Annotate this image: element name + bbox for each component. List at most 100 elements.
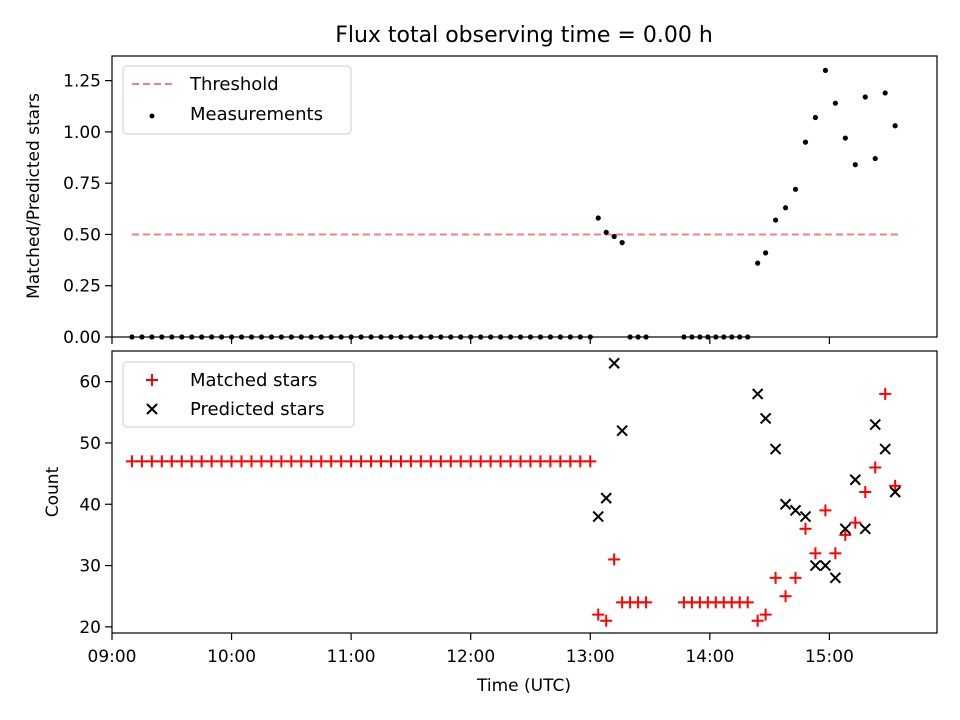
x-tick-label: 15:00	[805, 647, 854, 667]
measurement-point	[852, 162, 858, 168]
measurement-point	[872, 155, 878, 162]
top-y-tick-label: 0.50	[63, 225, 101, 245]
bottom-x-ticks: 09:00 10:00 11:00 12:00 13:00 14:00 15:00	[88, 633, 854, 667]
x-tick-label: 12:00	[446, 647, 495, 667]
x-axis-label: Time (UTC)	[476, 676, 571, 696]
bottom-marks	[125, 357, 902, 627]
matched-star-point	[751, 614, 764, 627]
matched-star-point	[799, 522, 812, 535]
bottom-y-tick-label: 20	[79, 618, 101, 638]
top-y-ticks: 0.00 0.25 0.50 0.75 1.00 1.25	[63, 72, 112, 348]
measurement-point	[763, 250, 769, 256]
top-frame	[111, 55, 938, 338]
measurement-point	[595, 215, 601, 221]
x-tick-label: 09:00	[88, 647, 137, 667]
bottom-y-ticks: 20 30 40 50 60	[79, 373, 112, 638]
predicted-star-point	[859, 523, 871, 535]
x-tick-label: 11:00	[327, 647, 376, 667]
bottom-y-tick-label: 30	[79, 557, 101, 577]
matched-star-point	[819, 504, 832, 517]
bottom-panel: 20 30 40 50 60 09:00 10:00 11:00 12:00 13:00 14:0…	[43, 350, 938, 696]
matched-star-point	[809, 547, 822, 560]
x-tick-label: 13:00	[566, 647, 615, 667]
top-y-tick-label: 1.25	[63, 72, 101, 92]
predicted-star-point	[759, 412, 772, 425]
x-tick-label: 10:00	[207, 647, 256, 667]
predicted-star-point	[789, 504, 802, 517]
predicted-star-point	[819, 559, 832, 572]
predicted-star-point	[849, 474, 862, 486]
legend-matched-marker	[146, 374, 158, 386]
matched-star-point	[829, 547, 842, 560]
measurement-point	[772, 217, 779, 223]
x-tick-label: 14:00	[685, 647, 734, 667]
legend-predicted-marker	[146, 403, 158, 415]
matched-star-point	[741, 596, 754, 609]
chart-title: Flux total observing time = 0.00 h	[335, 23, 713, 48]
bottom-legend: Matched stars Predicted stars	[122, 361, 355, 428]
matched-star-point	[759, 608, 772, 621]
bottom-legend-box	[122, 361, 355, 428]
bottom-frame	[111, 350, 938, 634]
predicted-star-point	[608, 357, 620, 369]
measurement-point	[832, 100, 838, 106]
predicted-star-point	[600, 492, 612, 504]
measurement-point	[862, 94, 868, 100]
matched-star-point	[859, 486, 872, 498]
top-y-tick-label: 0.00	[63, 328, 101, 348]
measurement-point	[802, 139, 809, 145]
predicted-star-point	[779, 498, 792, 510]
matched-star-point	[869, 461, 882, 474]
predicted-star-point	[616, 424, 628, 437]
measurement-point	[892, 123, 898, 129]
top-y-tick-label: 1.00	[63, 123, 101, 143]
measurement-point	[792, 186, 799, 192]
measurement-point	[603, 229, 609, 235]
legend-matched-label: Matched stars	[190, 370, 317, 391]
top-panel: 0.00 0.25 0.50 0.75 1.00 1.25 Matched/Predict…	[24, 55, 938, 348]
predicted-star-point	[869, 418, 881, 431]
matched-star-point	[849, 516, 862, 529]
legend-measurements-marker	[149, 113, 155, 119]
measurement-point	[882, 90, 888, 96]
matched-star-point	[879, 387, 892, 400]
predicted-star-point	[592, 510, 604, 523]
bottom-y-axis-label: Count	[43, 466, 63, 517]
measurement-point	[619, 240, 625, 246]
matched-star-point	[600, 614, 613, 627]
matched-star-point	[789, 571, 802, 584]
matched-star-point	[779, 590, 792, 603]
measurement-point	[842, 135, 848, 141]
predicted-star-point	[889, 486, 901, 498]
predicted-star-point	[879, 443, 891, 455]
predicted-star-point	[829, 572, 842, 584]
top-legend-box	[122, 65, 352, 135]
legend-measurements-label: Measurements	[190, 104, 323, 125]
predicted-star-point	[799, 510, 812, 523]
matched-star-point	[889, 479, 902, 492]
predicted-star-point	[809, 559, 822, 572]
top-legend: Threshold Measurements	[122, 65, 352, 135]
measurement-point	[755, 260, 761, 266]
measurement-point	[611, 233, 617, 240]
measurement-point	[822, 67, 829, 73]
matched-star-point	[769, 571, 782, 584]
matched-star-point	[839, 528, 852, 541]
matched-star-point	[584, 455, 597, 468]
top-y-tick-label: 0.75	[63, 174, 101, 194]
matched-star-point	[608, 553, 621, 566]
measurement-point	[782, 205, 789, 211]
predicted-star-point	[751, 388, 764, 400]
legend-predicted-label: Predicted stars	[190, 399, 324, 420]
legend-threshold-label: Threshold	[189, 74, 279, 95]
predicted-star-point	[769, 443, 782, 455]
bottom-y-tick-label: 40	[79, 495, 101, 515]
bottom-y-tick-label: 60	[79, 373, 101, 393]
bottom-y-tick-label: 50	[79, 434, 101, 454]
top-y-axis-label: Matched/Predicted stars	[24, 93, 44, 299]
matched-star-point	[640, 596, 653, 609]
predicted-star-point	[839, 523, 852, 535]
top-x-ticks	[111, 337, 830, 344]
matched-star-point	[592, 608, 605, 621]
